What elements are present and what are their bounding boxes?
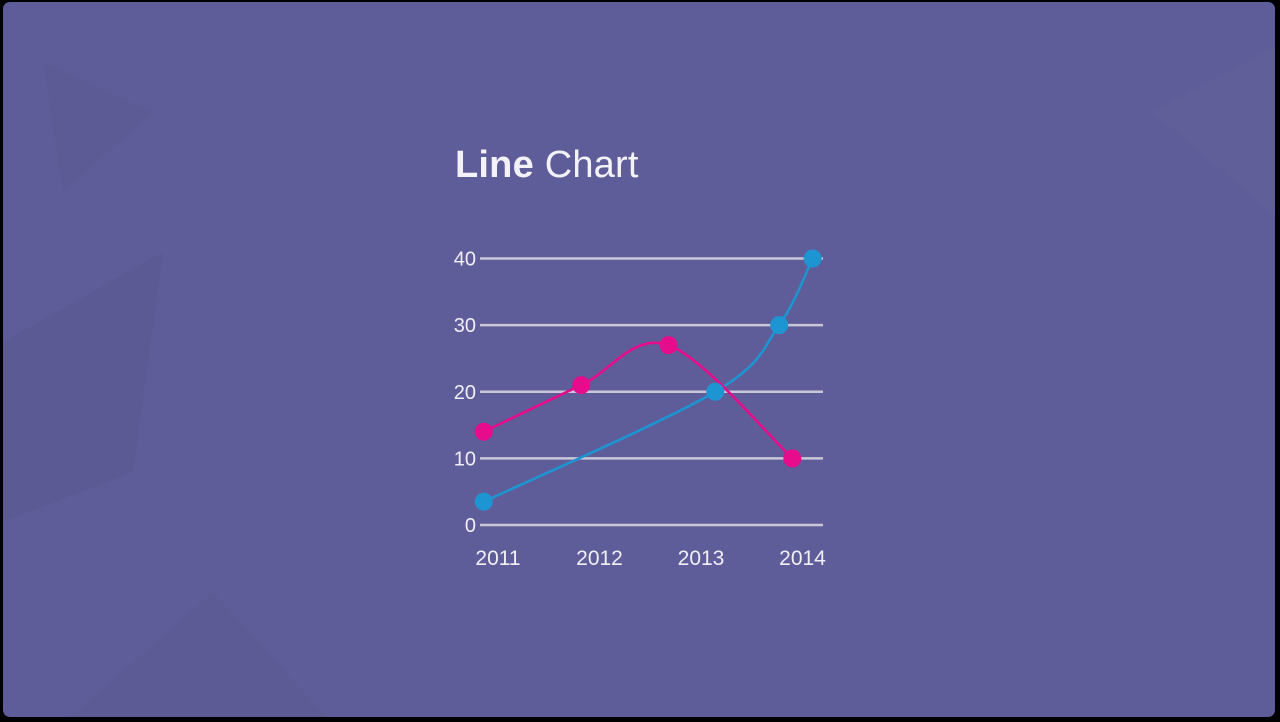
x-tick-label: 2012 xyxy=(576,547,623,570)
x-tick-label: 2013 xyxy=(678,547,725,570)
data-point-pink xyxy=(659,336,678,355)
slide-background xyxy=(3,2,1275,717)
y-tick-label: 10 xyxy=(454,448,476,470)
data-point-blue xyxy=(706,382,725,401)
y-tick-label: 30 xyxy=(454,315,476,337)
page-title-emphasis: Line xyxy=(455,144,534,186)
data-point-blue xyxy=(770,316,789,335)
data-point-pink xyxy=(474,422,493,441)
series-line-blue xyxy=(483,257,814,503)
data-point-pink xyxy=(783,449,802,468)
data-point-blue xyxy=(474,492,493,511)
y-tick-label: 0 xyxy=(465,515,476,537)
x-tick-label: 2014 xyxy=(779,547,826,570)
x-tick-label: 2011 xyxy=(475,547,520,570)
series-line-pink xyxy=(483,341,794,460)
page-title: Line Chart xyxy=(455,144,639,187)
data-point-pink xyxy=(572,376,591,395)
page-title-rest: Chart xyxy=(544,144,639,186)
data-point-blue xyxy=(803,249,822,268)
y-tick-label: 40 xyxy=(454,249,476,271)
y-tick-label: 20 xyxy=(454,382,476,404)
